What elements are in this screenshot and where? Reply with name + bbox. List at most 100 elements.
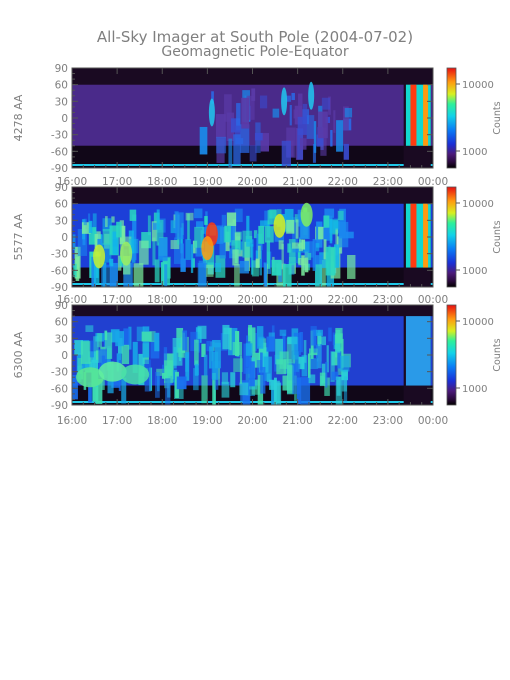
panel-1: 90 60 30 0 -30 -60 -90 4278 AA 16:00 17:00 18:00 19… — [12, 63, 503, 188]
intensity-streak — [318, 111, 328, 139]
x-tick-label: 00:00 — [418, 415, 448, 427]
intensity-streak — [239, 124, 250, 153]
intensity-streak — [253, 230, 258, 239]
heatmap-3 — [72, 305, 433, 405]
intensity-streak — [228, 222, 236, 246]
intensity-streak — [297, 244, 301, 264]
intensity-streak — [319, 260, 326, 287]
intensity-streak — [194, 339, 199, 366]
intensity-streak — [256, 360, 262, 376]
intensity-streak — [315, 243, 320, 252]
x-tick-label: 22:00 — [328, 294, 358, 306]
intensity-streak — [287, 243, 291, 253]
x-tick-label: 19:00 — [192, 415, 222, 427]
intensity-streak — [248, 324, 253, 342]
intensity-streak — [175, 212, 184, 240]
intensity-streak — [292, 363, 301, 394]
intensity-streak — [308, 374, 316, 384]
x-tick-label: 17:00 — [102, 415, 132, 427]
intensity-streak — [149, 331, 156, 343]
intensity-streak — [214, 262, 222, 273]
intensity-streak — [271, 380, 277, 405]
x-tick-label: 00:00 — [418, 176, 448, 188]
intensity-streak — [199, 126, 208, 155]
x-tick-label: 00:00 — [418, 294, 448, 306]
x-tick-label: 20:00 — [237, 415, 267, 427]
intensity-streak — [243, 343, 251, 374]
intensity-streak — [307, 252, 312, 261]
intensity-streak — [77, 229, 88, 256]
intensity-streak — [139, 240, 149, 265]
intensity-streak — [164, 360, 173, 383]
intensity-streak — [307, 353, 311, 378]
intensity-streak — [128, 326, 132, 350]
intensity-streak — [88, 227, 97, 245]
intensity-streak — [105, 216, 108, 228]
intensity-streak — [201, 375, 208, 404]
x-tick-label: 21:00 — [282, 176, 312, 188]
y-axis-label: 6300 AA — [12, 331, 25, 378]
intensity-streak — [180, 258, 186, 272]
colorbar-label: Counts — [492, 101, 503, 134]
hot-spot — [120, 241, 133, 266]
x-tick-label: 18:00 — [147, 176, 177, 188]
intensity-streak — [246, 215, 250, 243]
intensity-streak — [286, 337, 296, 364]
intensity-streak — [198, 260, 207, 284]
intensity-streak — [123, 262, 133, 287]
intensity-streak — [292, 242, 302, 249]
intensity-streak — [320, 127, 327, 156]
chart-title: All-Sky Imager at South Pole (2004-07-02… — [97, 28, 413, 46]
intensity-streak — [156, 368, 166, 376]
intensity-streak — [170, 220, 177, 234]
intensity-streak — [94, 257, 100, 284]
intensity-streak — [260, 133, 269, 152]
intensity-streak — [132, 214, 137, 245]
intensity-streak — [119, 220, 124, 241]
y-tick-label: -60 — [51, 146, 68, 158]
late-peak — [410, 203, 417, 268]
intensity-streak — [338, 221, 349, 248]
intensity-streak — [129, 209, 137, 221]
colorbar-tick-label: 1000 — [462, 266, 487, 277]
intensity-streak — [312, 143, 316, 163]
intensity-streak — [147, 215, 151, 236]
intensity-streak — [325, 361, 328, 388]
hot-spot — [273, 213, 286, 238]
intensity-streak — [254, 132, 263, 141]
intensity-streak — [187, 213, 190, 240]
intensity-streak — [211, 91, 214, 104]
intensity-streak — [182, 330, 188, 351]
intensity-streak — [301, 255, 305, 276]
intensity-streak — [155, 372, 160, 398]
y-tick-label: 60 — [55, 80, 68, 92]
intensity-streak — [281, 243, 284, 270]
intensity-streak — [102, 228, 111, 245]
intensity-streak — [180, 227, 183, 254]
intensity-streak — [174, 211, 179, 234]
x-tick-label: 18:00 — [147, 294, 177, 306]
intensity-streak — [326, 345, 329, 373]
intensity-streak — [221, 214, 227, 242]
panel-3: 90 60 30 0 -30 -60 -90 6300 AA 16:00 17:00 18:00 19… — [12, 300, 503, 427]
x-tick-label: 16:00 — [57, 294, 87, 306]
intensity-streak — [344, 107, 353, 118]
intensity-streak — [309, 358, 319, 369]
intensity-streak — [303, 340, 307, 363]
intensity-streak — [297, 116, 307, 135]
intensity-streak — [104, 332, 113, 359]
intensity-streak — [77, 358, 82, 374]
x-tick-label: 18:00 — [147, 415, 177, 427]
intensity-streak — [320, 336, 327, 346]
intensity-streak — [85, 325, 94, 332]
colorbar-label: Counts — [492, 338, 503, 371]
intensity-streak — [165, 378, 171, 405]
hot-spot — [201, 236, 214, 261]
intensity-streak — [185, 239, 191, 260]
intensity-streak — [271, 259, 282, 276]
y-tick-label: 90 — [55, 300, 68, 312]
intensity-streak — [299, 138, 307, 150]
x-tick-label: 21:00 — [282, 415, 312, 427]
intensity-streak — [197, 325, 207, 339]
